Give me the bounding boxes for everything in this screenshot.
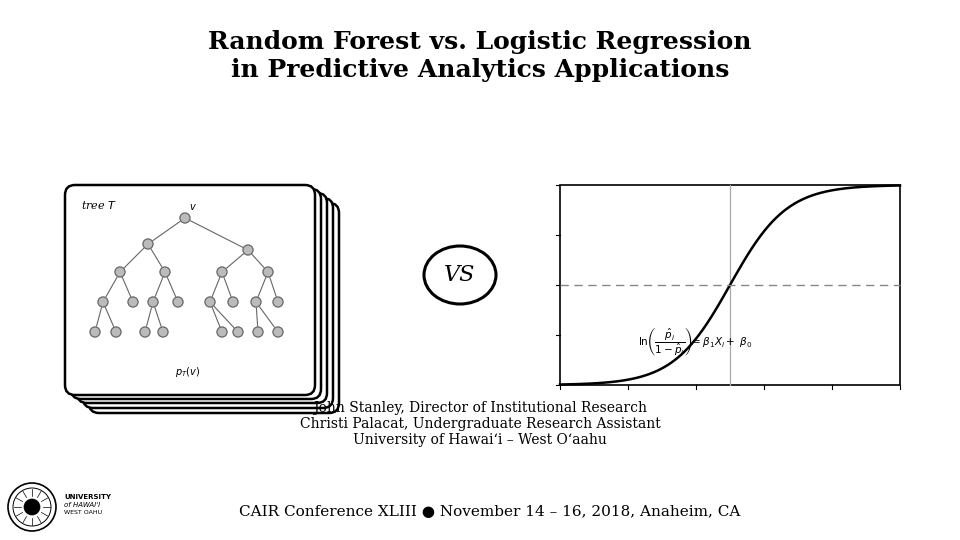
Circle shape	[263, 267, 273, 277]
Text: WEST OAHU: WEST OAHU	[64, 510, 102, 516]
Circle shape	[24, 499, 40, 515]
Text: Random Forest vs. Logistic Regression: Random Forest vs. Logistic Regression	[208, 30, 752, 54]
Circle shape	[90, 327, 100, 337]
Circle shape	[140, 327, 150, 337]
Circle shape	[253, 327, 263, 337]
FancyBboxPatch shape	[83, 198, 333, 408]
Circle shape	[180, 213, 190, 223]
Circle shape	[111, 327, 121, 337]
Text: of HAWAI'I: of HAWAI'I	[64, 502, 100, 508]
Circle shape	[233, 327, 243, 337]
Circle shape	[273, 327, 283, 337]
Text: VS: VS	[444, 264, 476, 286]
Circle shape	[251, 297, 261, 307]
Circle shape	[8, 483, 56, 531]
Text: University of Hawaiʻi – West Oʻaahu: University of Hawaiʻi – West Oʻaahu	[353, 433, 607, 447]
FancyBboxPatch shape	[65, 185, 315, 395]
Circle shape	[217, 267, 227, 277]
Circle shape	[13, 488, 51, 526]
Circle shape	[217, 327, 227, 337]
Circle shape	[273, 297, 283, 307]
Text: $\ln\!\left(\dfrac{\hat{p}_i}{1-\hat{p}_i}\right)\!=\beta_1 X_i +\ \beta_0$: $\ln\!\left(\dfrac{\hat{p}_i}{1-\hat{p}_…	[638, 325, 753, 358]
Circle shape	[228, 297, 238, 307]
FancyBboxPatch shape	[77, 193, 327, 403]
Circle shape	[158, 327, 168, 337]
Circle shape	[243, 245, 253, 255]
Circle shape	[160, 267, 170, 277]
Circle shape	[128, 297, 138, 307]
Text: tree $T$: tree $T$	[81, 199, 117, 211]
Text: Christi Palacat, Undergraduate Research Assistant: Christi Palacat, Undergraduate Research …	[300, 417, 660, 431]
Circle shape	[98, 297, 108, 307]
Circle shape	[148, 297, 158, 307]
Text: CAIR Conference XLIII ● November 14 – 16, 2018, Anaheim, CA: CAIR Conference XLIII ● November 14 – 16…	[239, 505, 741, 519]
Circle shape	[173, 297, 183, 307]
Text: $v$: $v$	[189, 202, 197, 212]
Circle shape	[115, 267, 125, 277]
Circle shape	[205, 297, 215, 307]
Circle shape	[143, 239, 153, 249]
FancyBboxPatch shape	[71, 189, 321, 399]
Text: John Stanley, Director of Institutional Research: John Stanley, Director of Institutional …	[313, 401, 647, 415]
Ellipse shape	[424, 246, 496, 304]
Text: $p_T(v)$: $p_T(v)$	[175, 365, 201, 379]
FancyBboxPatch shape	[89, 203, 339, 413]
Text: in Predictive Analytics Applications: in Predictive Analytics Applications	[230, 58, 730, 82]
Text: UNIVERSITY: UNIVERSITY	[64, 494, 111, 500]
Bar	[560, 185, 900, 385]
